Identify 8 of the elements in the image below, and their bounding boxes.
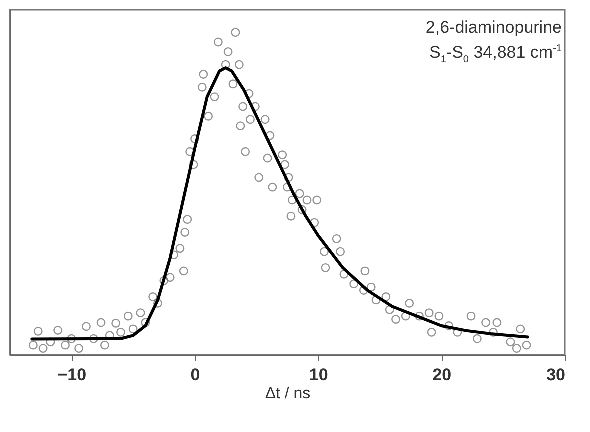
x-tick-label: 30 — [546, 366, 566, 384]
annotation: S$_{1}$-S$_{0}$ 34,881 cm$^{-1}$ — [428, 42, 562, 68]
x-tick-label: 0 — [190, 366, 200, 384]
x-tick-label: −10 — [58, 366, 87, 384]
x-tick-label: 20 — [432, 366, 452, 384]
x-axis-title: Δt / ns — [265, 386, 311, 402]
x-tick-label: 10 — [309, 366, 328, 384]
annotation: 2,6-diaminopurine — [426, 17, 562, 39]
